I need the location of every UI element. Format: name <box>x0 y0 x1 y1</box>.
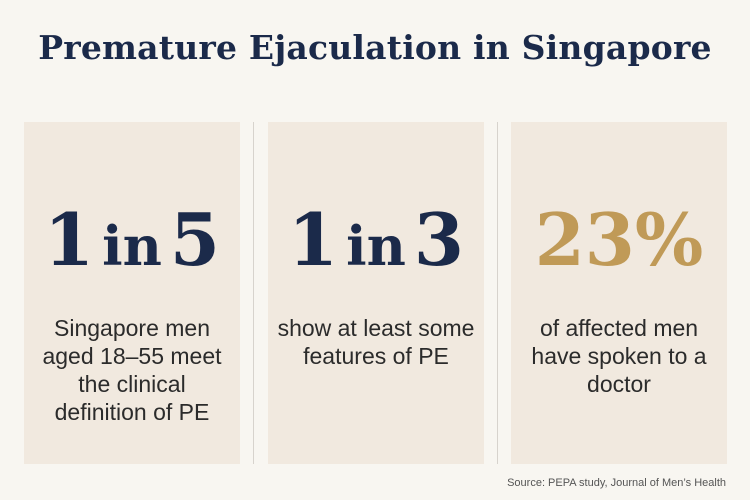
source-note: Source: PEPA study, Journal of Men’s Hea… <box>507 477 726 489</box>
stat-value: 1 in 3 <box>268 204 484 276</box>
stat-card-1-in-5: 1 in 5 Singapore men aged 18–55 meet the c… <box>24 122 240 464</box>
stat-description: of affected men have spoken to a doctor <box>531 315 707 397</box>
stat-number-b: 3 <box>413 197 464 282</box>
stat-description: Singapore men aged 18–55 meet the clinic… <box>42 315 222 425</box>
divider <box>253 122 254 464</box>
stat-number-b: 5 <box>169 197 220 282</box>
stat-number-a: 1 <box>288 197 339 282</box>
stat-connector: in <box>102 214 162 278</box>
stat-value: 23% <box>534 197 704 282</box>
stat-card-23-percent: 23% of affected men have spoken to a doc… <box>511 122 727 464</box>
page-title: Premature Ejaculation in Singapore <box>38 28 712 67</box>
stat-number-a: 1 <box>44 197 95 282</box>
stat-connector: in <box>346 214 406 278</box>
stat-value: 1 in 5 <box>24 204 240 276</box>
divider <box>497 122 498 464</box>
stat-card-1-in-3: 1 in 3 show at least some features of PE <box>268 122 484 464</box>
stat-description: show at least some features of PE <box>277 315 475 369</box>
